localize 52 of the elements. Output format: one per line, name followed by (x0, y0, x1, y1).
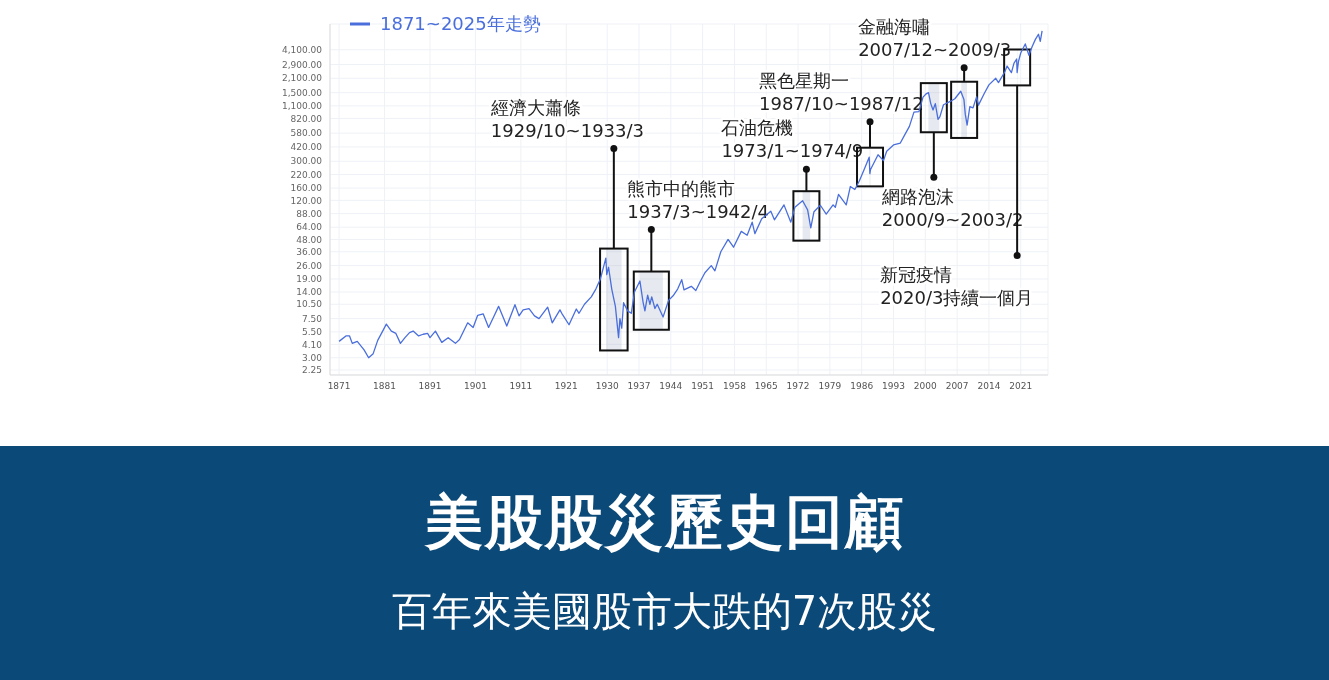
y-tick-label: 4,100.00 (281, 44, 323, 55)
y-tick-label: 160.00 (290, 183, 323, 194)
band-label: 新冠疫情 2020/3持續一個月 (880, 264, 1034, 309)
y-tick-label: 19.00 (296, 274, 323, 285)
band-label: 熊市中的熊市 1937/3~1942/4 (627, 177, 770, 222)
y-tick-label: 120.00 (290, 195, 323, 206)
band-label: 金融海嘯 2007/12~2009/3 (858, 15, 1012, 60)
y-tick-label: 220.00 (290, 169, 323, 180)
x-tick-label: 1979 (818, 381, 842, 392)
x-tick-label: 1901 (463, 381, 487, 392)
x-tick-label: 2014 (977, 381, 1001, 392)
x-tick-label: 1891 (418, 381, 442, 392)
x-tick-label: 1972 (786, 381, 810, 392)
y-tick-label: 5.50 (301, 327, 323, 338)
y-tick-label: 4.10 (301, 339, 323, 350)
y-tick-label: 1,500.00 (281, 87, 323, 98)
y-tick-label: 820.00 (290, 113, 323, 124)
y-tick-label: 2,900.00 (281, 59, 323, 70)
x-tick-label: 1965 (754, 381, 778, 392)
x-tick-label: 1937 (627, 381, 651, 392)
y-tick-label: 88.00 (296, 208, 323, 219)
y-tick-label: 10.50 (296, 299, 323, 310)
y-tick-label: 26.00 (296, 260, 323, 271)
x-tick-label: 2021 (1009, 381, 1033, 392)
x-tick-label: 1958 (722, 381, 747, 392)
y-tick-label: 3.00 (301, 352, 323, 363)
text: 1871~2025年走勢 (380, 12, 541, 36)
y-tick-label: 14.00 (296, 287, 323, 298)
y-tick-label: 48.00 (296, 234, 323, 245)
y-tick-label: 420.00 (290, 142, 323, 153)
x-tick-label: 1911 (509, 381, 533, 392)
x-tick-label: 1930 (595, 381, 619, 392)
text: 百年來美國股市大跌的7次股災 (390, 587, 939, 636)
x-tick-label: 1871 (327, 381, 351, 392)
x-tick-label: 1944 (659, 381, 683, 392)
x-tick-label: 2000 (913, 381, 938, 392)
text: 美股股災歷史回顧 (423, 487, 906, 558)
y-tick-label: 580.00 (290, 128, 323, 139)
y-tick-label: 64.00 (296, 222, 323, 233)
y-tick-label: 300.00 (290, 156, 323, 167)
band-label: 經濟大蕭條 1929/10~1933/3 (489, 96, 645, 141)
x-tick-label: 1993 (882, 381, 905, 392)
y-tick-label: 7.50 (301, 313, 323, 324)
x-tick-label: 1951 (691, 381, 715, 392)
x-tick-label: 2007 (945, 381, 969, 392)
y-tick-label: 1,100.00 (281, 101, 323, 112)
x-tick-label: 1881 (373, 381, 396, 392)
y-tick-label: 2.25 (301, 365, 322, 376)
x-tick-label: 1986 (850, 381, 874, 392)
y-tick-label: 36.00 (296, 246, 323, 257)
y-tick-label: 2,100.00 (281, 73, 323, 84)
x-tick-label: 1921 (554, 381, 578, 392)
